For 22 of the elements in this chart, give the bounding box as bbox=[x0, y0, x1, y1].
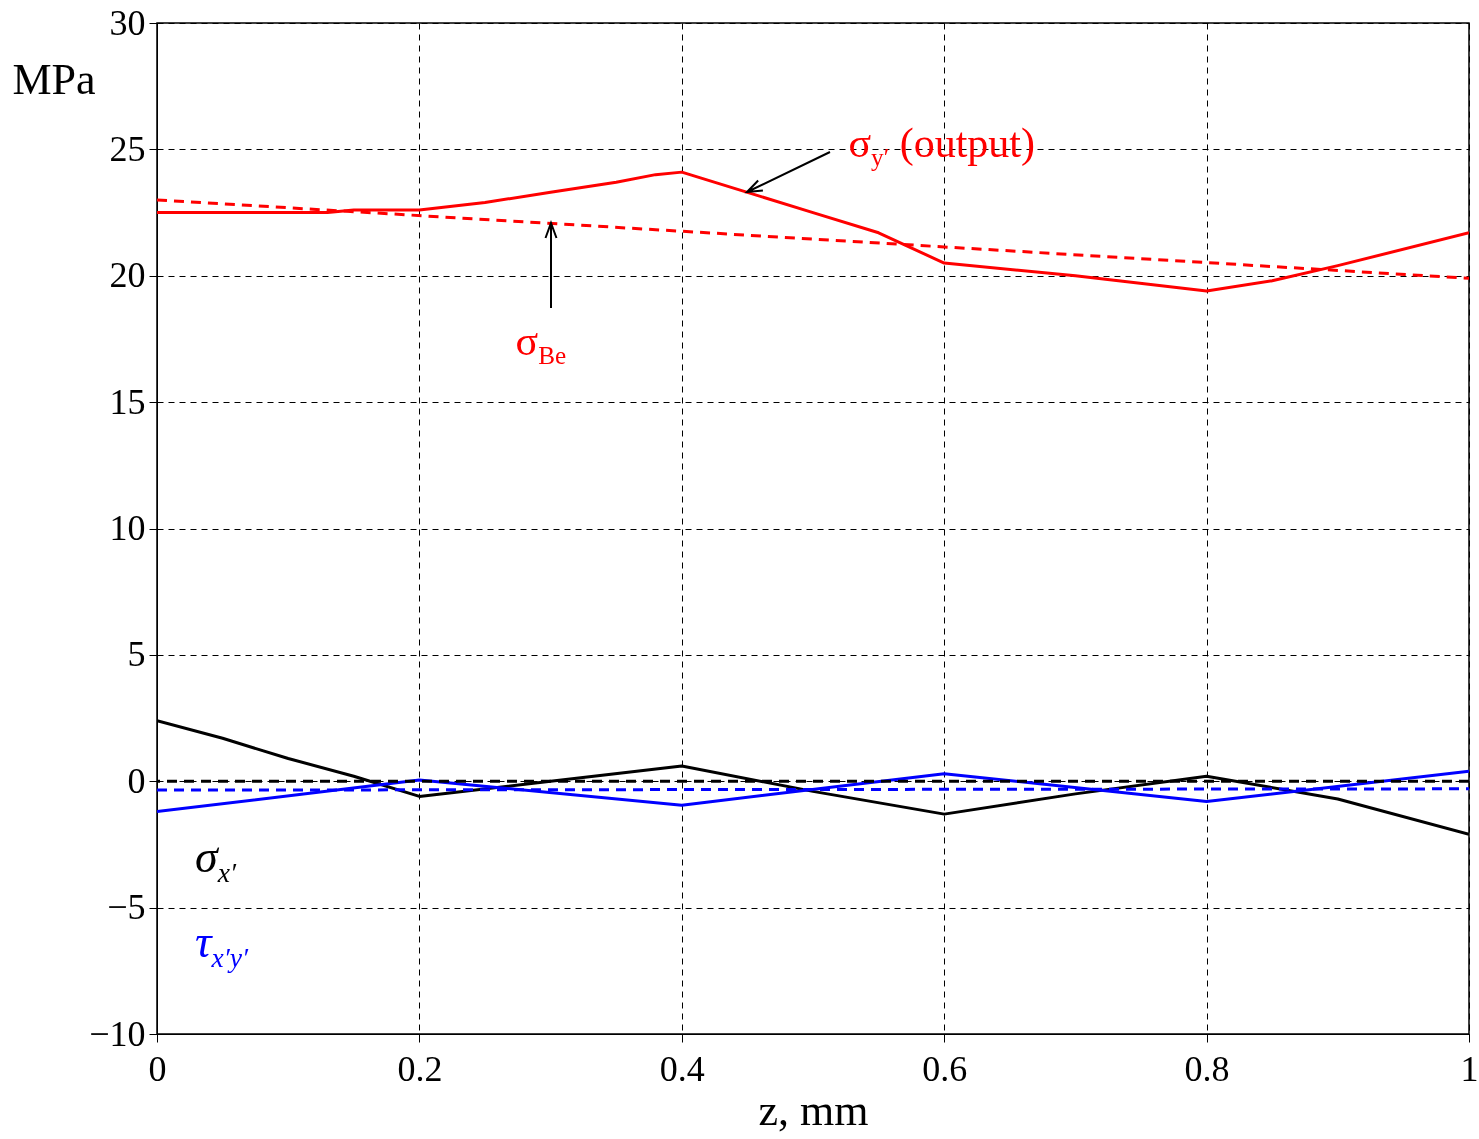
x-tick-label: 0.4 bbox=[659, 1048, 705, 1089]
y-tick-label: 5 bbox=[127, 634, 146, 675]
x-tick-label: 0.2 bbox=[397, 1048, 443, 1089]
x-axis-title: z, mm bbox=[758, 1085, 869, 1135]
line-series bbox=[157, 170, 1469, 293]
x-tick-label: 0.6 bbox=[922, 1048, 968, 1089]
y-tick-label: 0 bbox=[127, 760, 146, 801]
y-tick-label: 15 bbox=[109, 381, 146, 422]
series-label: σ$_{x′}$ bbox=[195, 831, 236, 888]
x-tick-label: 1 bbox=[1460, 1048, 1479, 1089]
annotation: σ$_{Be}$ bbox=[515, 317, 567, 369]
line-series bbox=[157, 769, 1469, 814]
y-axis-title: MPa bbox=[12, 54, 96, 104]
y-tick-label: 10 bbox=[109, 508, 146, 548]
x-tick-label: 0.8 bbox=[1184, 1048, 1230, 1089]
y-tick-label: 20 bbox=[109, 255, 146, 296]
y-tick-label: 25 bbox=[109, 128, 146, 169]
y-tick-label: −5 bbox=[107, 887, 146, 928]
y-tick-label: −10 bbox=[89, 1013, 146, 1054]
y-tick-label: 30 bbox=[109, 2, 146, 43]
text: τ$_{x′y′}$ bbox=[195, 916, 249, 973]
annotation: σ$_{y′}$ (output) bbox=[848, 120, 1035, 172]
